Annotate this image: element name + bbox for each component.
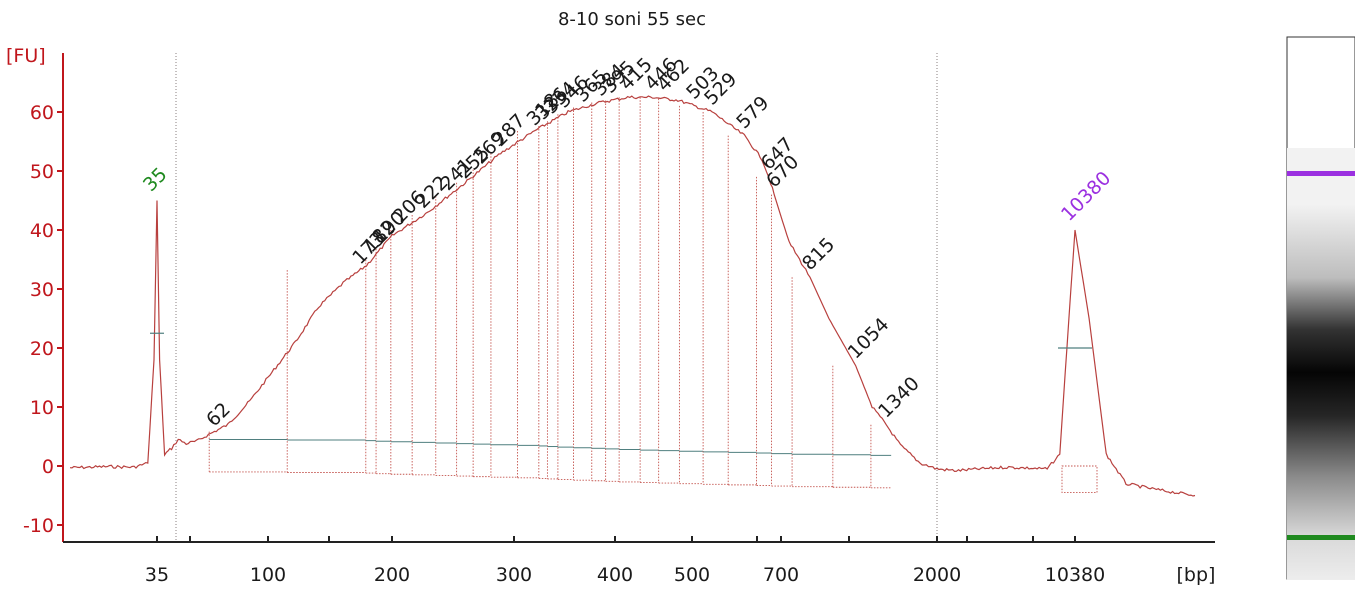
x-tick-label: 400	[597, 564, 633, 586]
x-tick-label: 700	[763, 564, 799, 586]
y-tick-label: 60	[30, 102, 54, 124]
y-tick-label: 20	[30, 338, 54, 360]
x-tick-label: 300	[496, 564, 532, 586]
upper-marker-label: 10380	[1057, 167, 1115, 225]
x-tick-label: 10380	[1045, 564, 1105, 586]
peak-label: 815	[798, 234, 839, 275]
peak-labels: 6217318219020622224125526928731832633434…	[202, 54, 924, 431]
peak-label: 62	[202, 398, 235, 431]
y-tick-label: 30	[30, 279, 54, 301]
x-axis-unit: [bp]	[1177, 564, 1216, 586]
y-tick-label: 0	[42, 456, 54, 478]
y-axis-ticks: -10 0 10 20 30 40 50 60	[23, 102, 63, 537]
chart-axes	[62, 53, 1215, 543]
x-axis-ticks: 35 100 200 300 400 500 700 2000 10380	[145, 536, 1105, 586]
gel-lane-smear	[1287, 148, 1355, 580]
x-tick-label: 35	[145, 564, 169, 586]
x-tick-label: 500	[674, 564, 710, 586]
y-axis-unit: [FU]	[6, 45, 46, 67]
peak-label: 1340	[874, 373, 924, 423]
y-tick-label: 40	[30, 220, 54, 242]
x-tick-label: 2000	[913, 564, 961, 586]
lower-marker-label: 35	[139, 163, 172, 196]
trace-layer	[69, 95, 1196, 497]
y-tick-label: -10	[23, 515, 54, 537]
y-tick-label: 50	[30, 161, 54, 183]
gel-upper-marker-band	[1287, 171, 1355, 176]
peak-integration-regions	[208, 97, 892, 489]
chart-title: 8-10 soni 55 sec	[558, 9, 706, 30]
electropherogram-trace	[69, 95, 1196, 497]
marker-integration-box	[1061, 465, 1098, 493]
peak-label: 579	[732, 92, 773, 133]
x-tick-label: 100	[250, 564, 286, 586]
gel-lower-marker-band	[1287, 535, 1355, 540]
gel-lane	[1286, 36, 1355, 580]
x-tick-label: 200	[374, 564, 410, 586]
y-tick-label: 10	[30, 397, 54, 419]
peak-label: 1054	[844, 314, 894, 364]
marker-peaks: 35 10380	[139, 163, 1115, 493]
